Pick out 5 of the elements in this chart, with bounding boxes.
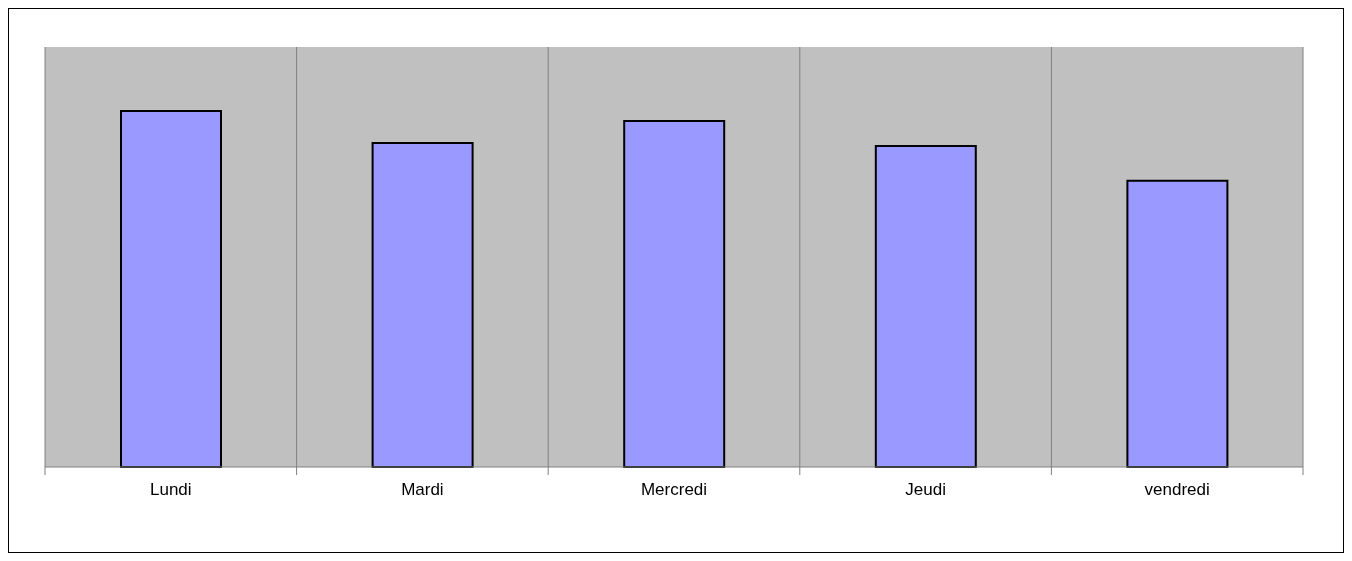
x-tick-label: vendredi	[1144, 480, 1210, 500]
x-tick-label: Mercredi	[640, 480, 708, 500]
x-tick-label: Mardi	[401, 480, 444, 500]
x-tick-label: Lundi	[150, 480, 192, 500]
x-tick-label: Jeudi	[905, 480, 946, 500]
